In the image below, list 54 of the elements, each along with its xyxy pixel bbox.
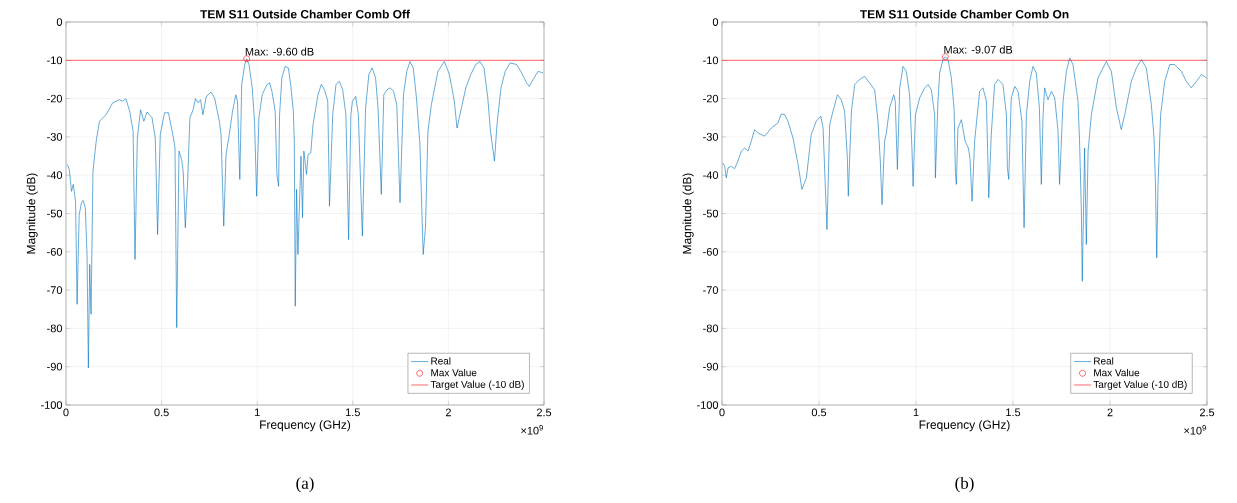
y-tick-label: -40	[703, 171, 719, 180]
y-tick-label: 0	[712, 18, 719, 26]
x-tick-label: 2	[1107, 408, 1113, 417]
x-tick-label: 2.5	[536, 408, 552, 417]
y-tick-label: -20	[703, 94, 719, 103]
y-tick-label: -80	[47, 324, 63, 333]
y-axis-title: Magnitude (dB)	[682, 173, 694, 254]
text: (a)	[296, 476, 314, 493]
y-tick-label: -100	[697, 401, 719, 409]
y-tick-label: -20	[47, 94, 63, 103]
x-tick-label: 1	[254, 408, 260, 417]
text: (b)	[955, 476, 974, 493]
annotation: Max: -9.60 dB	[245, 47, 314, 56]
y-tick-label: -60	[47, 247, 63, 256]
y-tick-label: -30	[703, 133, 719, 141]
y-tick-label: -70	[47, 286, 63, 294]
annotation: Max: -9.07 dB	[944, 45, 1013, 54]
y-tick-label: -90	[47, 362, 63, 371]
x-tick-label: 1	[913, 408, 919, 417]
legend-label: Real	[431, 357, 451, 365]
x-tick-label: 0	[63, 408, 69, 417]
y-tick-label: -100	[41, 401, 63, 409]
text: ×10$^{9}$	[1184, 425, 1206, 435]
legend-label: Real	[1094, 357, 1114, 365]
x-tick-label: 1.5	[1006, 408, 1021, 417]
x-axis-title: Frequency (GHz)	[260, 420, 351, 432]
y-tick-label: -90	[703, 362, 719, 371]
y-tick-label: -10	[703, 56, 719, 65]
y-tick-label: -10	[47, 56, 63, 65]
legend-label: Max Value	[1094, 368, 1140, 377]
y-tick-label: -60	[703, 247, 719, 256]
chart-title: TEM S11 Outside Chamber Comb On	[860, 9, 1069, 19]
y-tick-label: -70	[703, 286, 719, 294]
legend-label: Target Value (-10 dB)	[1093, 380, 1187, 390]
y-tick-label: -80	[703, 324, 719, 333]
x-axis-title: Frequency (GHz)	[919, 420, 1010, 432]
text: ×10$^{9}$	[521, 425, 543, 435]
legend-label: Target Value (-10 dB)	[430, 380, 524, 390]
line-series	[722, 56, 1207, 282]
y-axis-title: Magnitude (dB)	[26, 173, 38, 254]
y-tick-label: -40	[47, 171, 63, 180]
line-series	[67, 58, 544, 369]
y-tick-label: 0	[56, 18, 63, 26]
legend-label: Max Value	[431, 368, 477, 377]
x-tick-label: 2.5	[1199, 408, 1215, 417]
x-tick-label: 0	[719, 408, 725, 417]
y-tick-label: -50	[47, 209, 63, 218]
y-tick-label: -50	[703, 209, 719, 218]
x-tick-label: 0.5	[154, 408, 169, 417]
x-tick-label: 2	[445, 408, 451, 417]
x-tick-label: 1.5	[346, 408, 360, 417]
y-tick-label: -30	[47, 133, 63, 141]
chart-title: TEM S11 Outside Chamber Comb Off	[200, 9, 410, 19]
x-tick-label: 0.5	[811, 408, 827, 417]
